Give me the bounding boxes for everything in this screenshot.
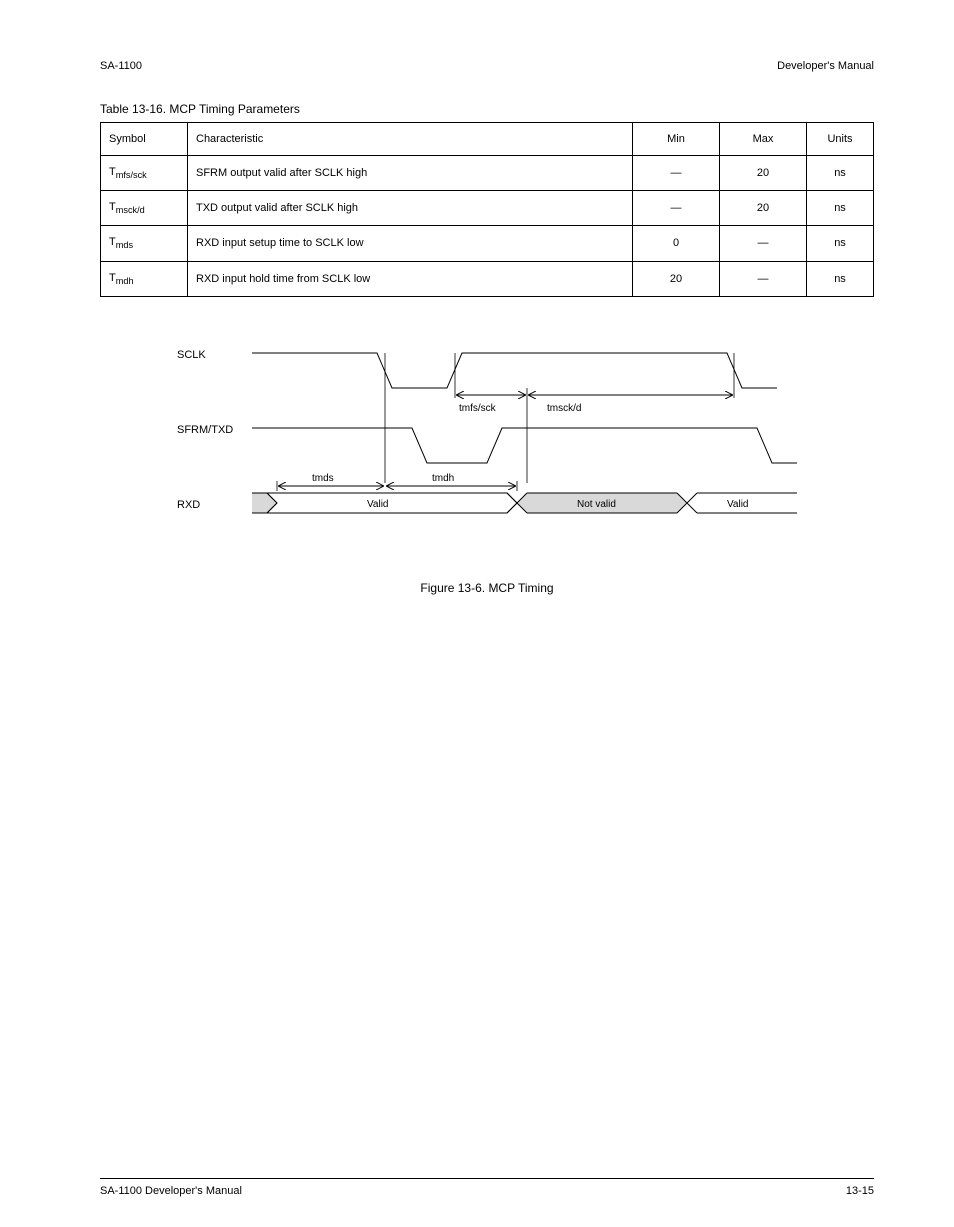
spec-table: Symbol Characteristic Min Max Units Tmfs…	[100, 122, 874, 297]
page: SA-1100 Developer's Manual Table 13-16. …	[0, 0, 954, 1227]
cell-char: SFRM output valid after SCLK high	[188, 156, 633, 191]
rxd-valid-label: Valid	[367, 499, 389, 510]
cell-max: 20	[720, 191, 807, 226]
cell-unit: ns	[807, 226, 874, 261]
tmsck-d-label: tmsck/d	[547, 403, 581, 414]
page-header: SA-1100 Developer's Manual	[100, 60, 874, 72]
cell-symbol: Tmsck/d	[101, 191, 188, 226]
sfrm-txd-label: SFRM/TXD	[177, 424, 233, 436]
timing-diagram: SCLK SFRM/TXD RXD tmfs/sck tmsck/d	[100, 333, 874, 563]
sclk-label: SCLK	[177, 349, 206, 361]
cell-min: —	[633, 191, 720, 226]
sfrm-txd-waveform	[252, 428, 797, 463]
cell-max: —	[720, 226, 807, 261]
cell-unit: ns	[807, 261, 874, 296]
cell-unit: ns	[807, 191, 874, 226]
col-header-symbol: Symbol	[101, 123, 188, 156]
cell-max: 20	[720, 156, 807, 191]
table-row: Tmsck/d TXD output valid after SCLK high…	[101, 191, 874, 226]
spec-table-container: Table 13-16. MCP Timing Parameters Symbo…	[100, 102, 874, 297]
table-row: Tmds RXD input setup time to SCLK low 0 …	[101, 226, 874, 261]
cell-char: RXD input hold time from SCLK low	[188, 261, 633, 296]
figure-caption: Figure 13-6. MCP Timing	[100, 581, 874, 595]
tmfs-sck-label: tmfs/sck	[459, 403, 497, 414]
table-header-row: Symbol Characteristic Min Max Units	[101, 123, 874, 156]
tmdh-label: tmdh	[432, 473, 454, 484]
page-footer: SA-1100 Developer's Manual 13-15	[100, 1178, 874, 1197]
cell-min: 20	[633, 261, 720, 296]
rxd-notvalid-label: Not valid	[577, 499, 616, 510]
cell-unit: ns	[807, 156, 874, 191]
sclk-waveform	[252, 353, 777, 388]
cell-max: —	[720, 261, 807, 296]
col-header-min: Min	[633, 123, 720, 156]
cell-min: —	[633, 156, 720, 191]
cell-char: RXD input setup time to SCLK low	[188, 226, 633, 261]
rxd-label: RXD	[177, 499, 200, 511]
footer-left: SA-1100 Developer's Manual	[100, 1185, 242, 1197]
footer-right: 13-15	[846, 1185, 874, 1197]
cell-symbol: Tmds	[101, 226, 188, 261]
rxd-valid-label-2: Valid	[727, 499, 749, 510]
table-row: Tmfs/sck SFRM output valid after SCLK hi…	[101, 156, 874, 191]
col-header-units: Units	[807, 123, 874, 156]
table-row: Tmdh RXD input hold time from SCLK low 2…	[101, 261, 874, 296]
timing-svg: SCLK SFRM/TXD RXD tmfs/sck tmsck/d	[157, 333, 817, 563]
header-section: Developer's Manual	[777, 60, 874, 72]
cell-char: TXD output valid after SCLK high	[188, 191, 633, 226]
cell-min: 0	[633, 226, 720, 261]
table-title: Table 13-16. MCP Timing Parameters	[100, 102, 874, 116]
cell-symbol: Tmfs/sck	[101, 156, 188, 191]
col-header-max: Max	[720, 123, 807, 156]
cell-symbol: Tmdh	[101, 261, 188, 296]
header-title: SA-1100	[100, 60, 142, 72]
tmds-label: tmds	[312, 473, 334, 484]
rxd-invalid-left	[252, 493, 277, 513]
col-header-char: Characteristic	[188, 123, 633, 156]
